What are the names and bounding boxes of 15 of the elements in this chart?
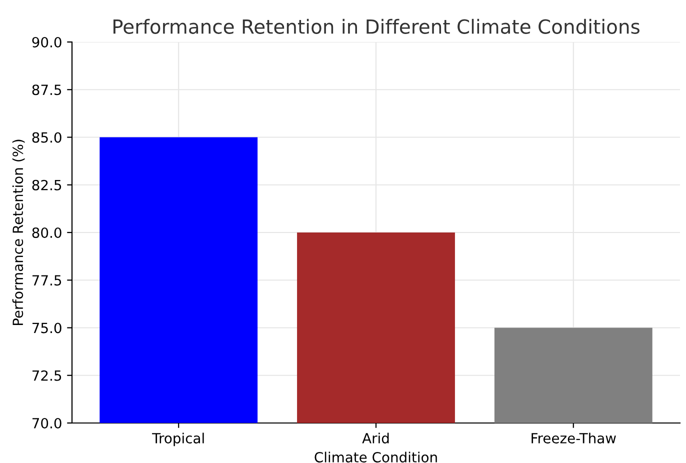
y-tick-label: 85.0 — [32, 132, 62, 143]
y-tick-label: 70.0 — [32, 418, 62, 428]
y-tick-label: 75.0 — [32, 322, 62, 334]
y-tick-label: 77.5 — [32, 275, 62, 286]
y-tick-label: 82.5 — [32, 180, 62, 190]
chart-title: Performance Retention in Different Climate Conditions — [113, 18, 640, 34]
x-tick-label: Arid — [362, 432, 389, 444]
y-axis-title: Performance Retention (%) — [12, 140, 25, 326]
y-tick-label: 90.0 — [32, 36, 62, 48]
x-axis-title: Climate Condition — [314, 452, 437, 462]
x-tick-label: Tropical — [152, 432, 204, 446]
y-tick-label: 72.5 — [32, 370, 62, 381]
y-tick-label: 87.5 — [32, 84, 62, 96]
x-tick-label: Freeze-Thaw — [532, 432, 616, 444]
y-tick-label: 80.0 — [32, 227, 62, 238]
